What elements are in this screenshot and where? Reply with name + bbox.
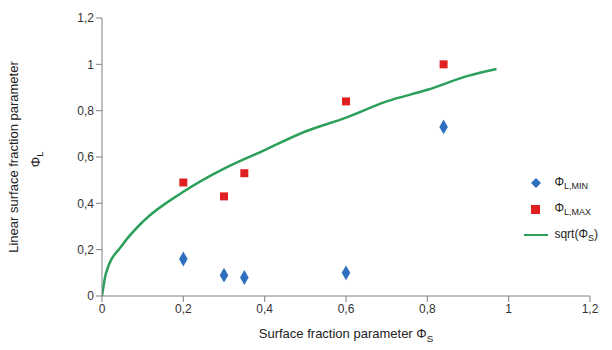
svg-text:0,8: 0,8	[77, 104, 94, 118]
html-text:Φ: Φ	[27, 156, 43, 168]
svg-text:0,6: 0,6	[338, 302, 355, 316]
svg-text:0,2: 0,2	[175, 302, 192, 316]
svg-text:0,4: 0,4	[256, 302, 273, 316]
svg-text:1,2: 1,2	[582, 302, 599, 316]
svg-text:0,6: 0,6	[77, 150, 94, 164]
svg-text:0: 0	[99, 302, 106, 316]
html-text:Surface fraction parameter ΦS: Surface fraction parameter ΦS	[258, 326, 434, 344]
svg-text:0,2: 0,2	[77, 243, 94, 257]
html-text:ΦL,MIN: ΦL,MIN	[554, 174, 588, 192]
html-text:Linear surface fraction parame: Linear surface fraction parameter	[6, 61, 21, 253]
html-text:L: L	[34, 151, 46, 157]
html-text:ΦL,MAX: ΦL,MAX	[554, 200, 591, 218]
svg-text:1: 1	[505, 302, 512, 316]
svg-text:0,8: 0,8	[419, 302, 436, 316]
svg-text:1,2: 1,2	[77, 11, 94, 25]
svg-text:1: 1	[87, 58, 94, 72]
html-text:sqrt(ΦS): sqrt(ΦS)	[554, 226, 598, 244]
svg-text:0,4: 0,4	[77, 197, 94, 211]
svg-text:0: 0	[87, 289, 94, 303]
